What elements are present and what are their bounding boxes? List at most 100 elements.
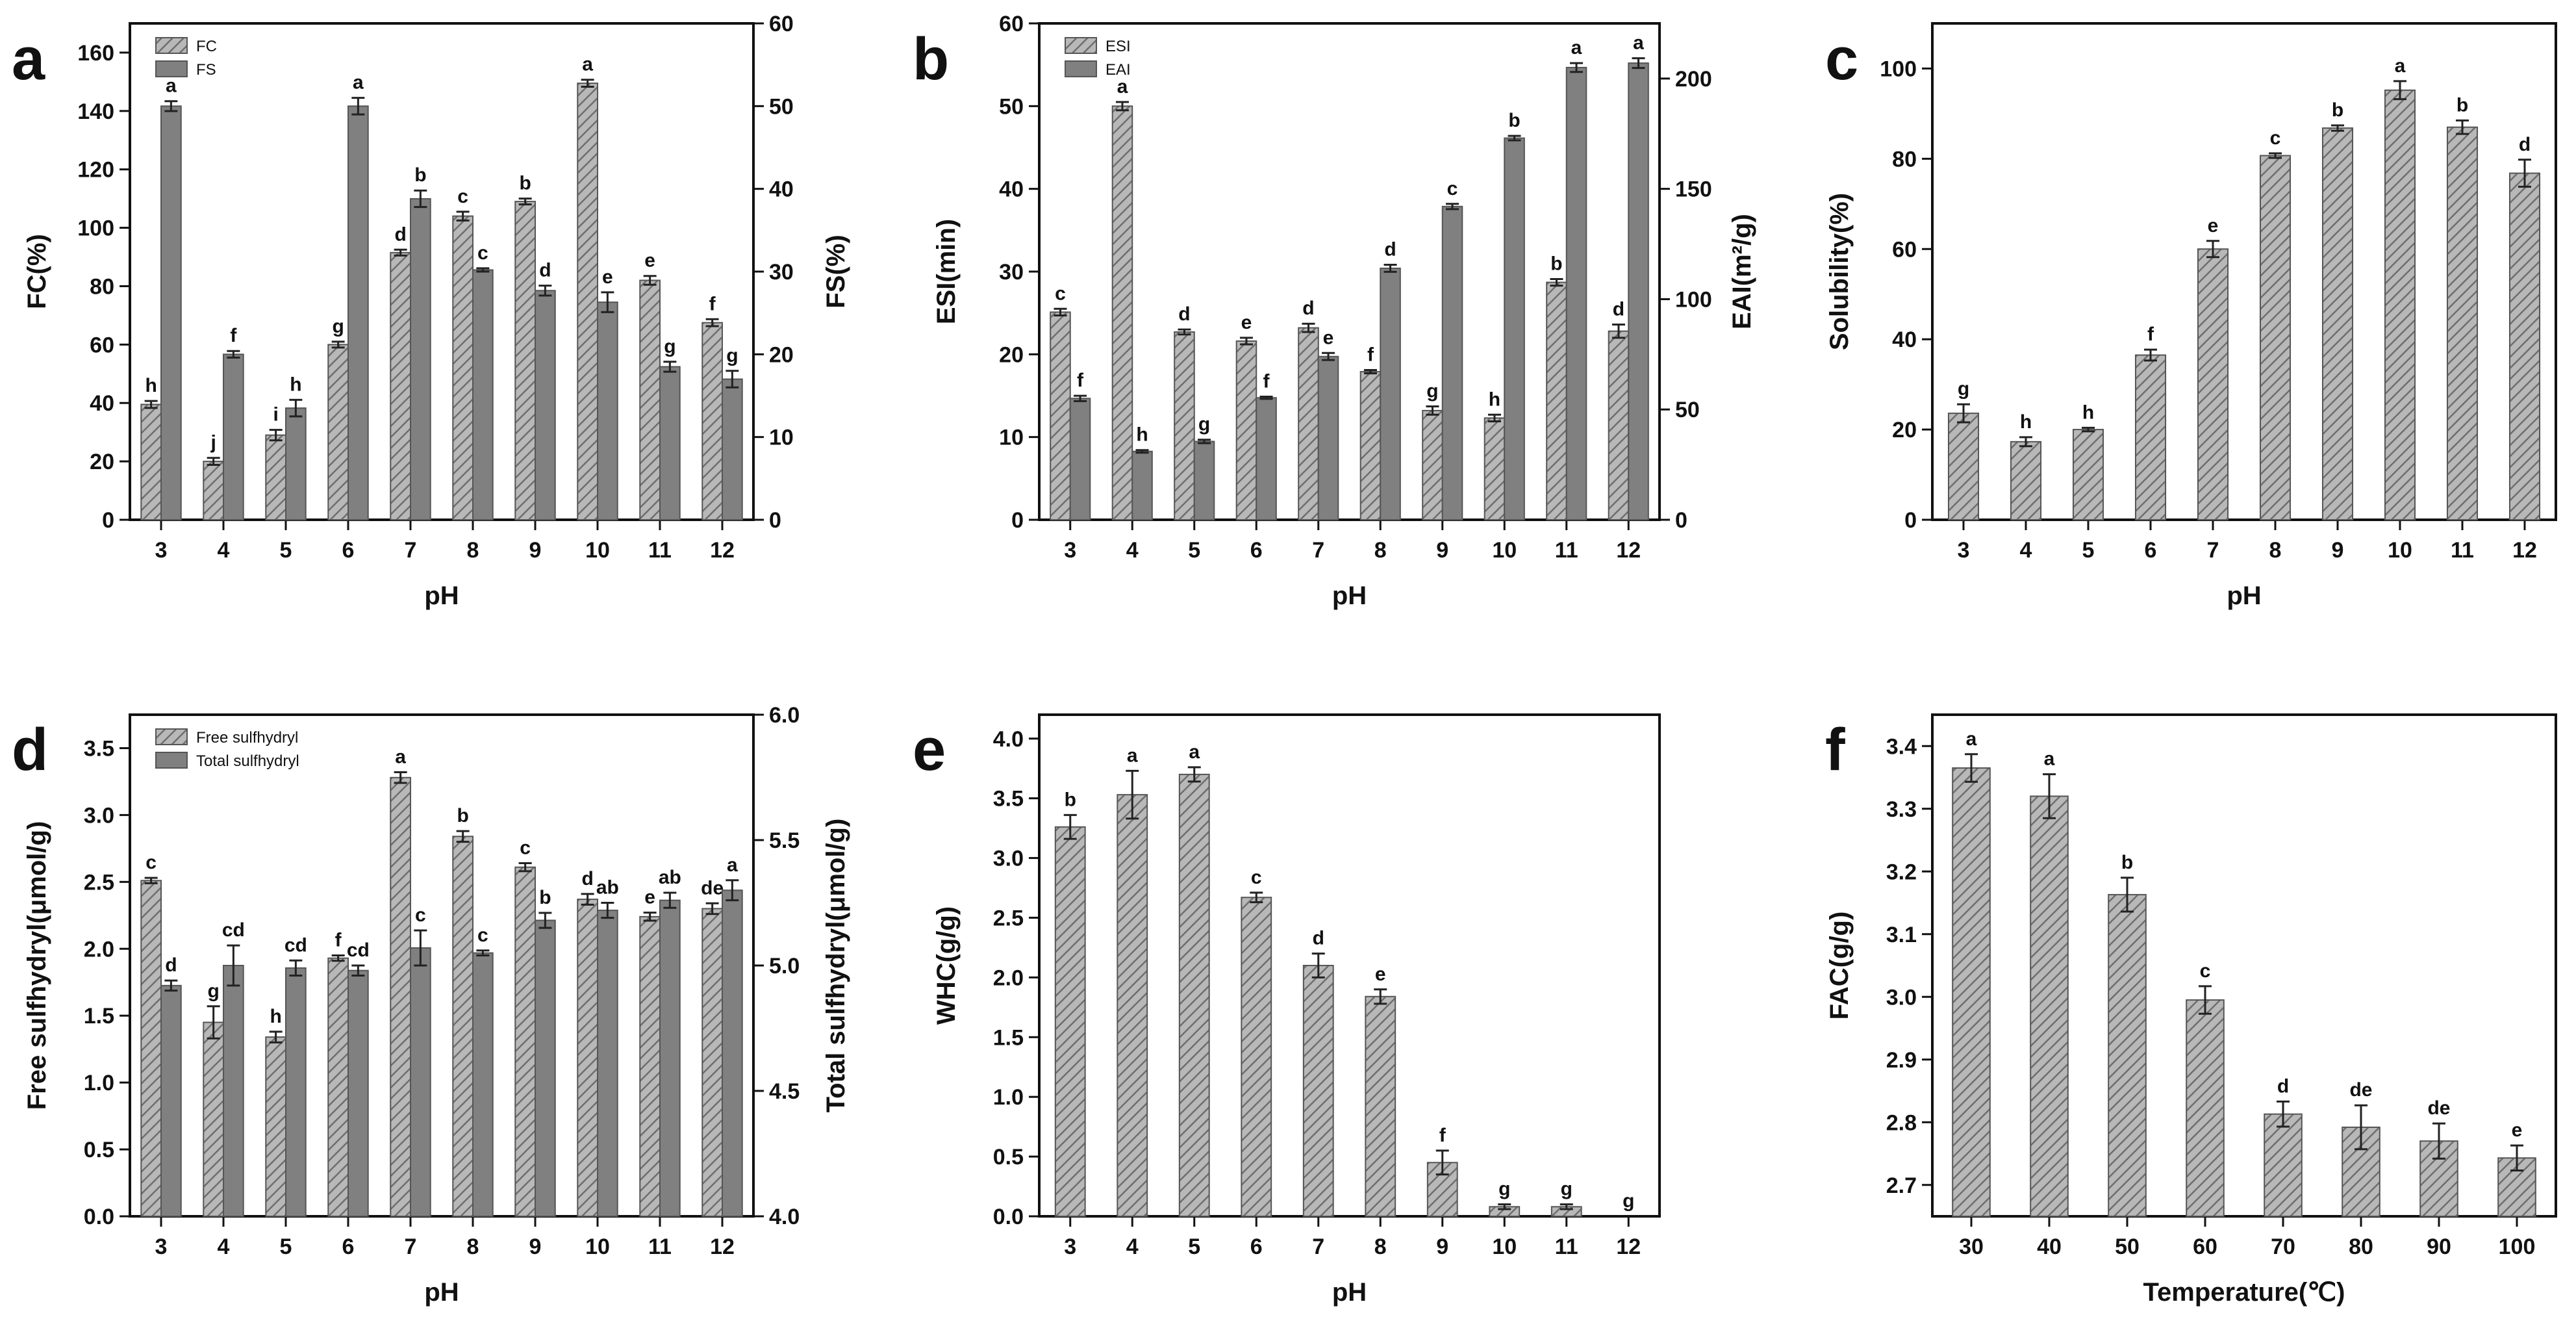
significance-letter: e	[1323, 327, 1334, 348]
significance-letter: a	[1127, 745, 1138, 766]
x-tick-label: 3	[155, 1234, 168, 1259]
bar-fs	[597, 301, 618, 520]
y2-tick-label: 50	[769, 94, 794, 119]
y-tick-label: 160	[77, 41, 114, 66]
significance-letter: a	[353, 72, 364, 94]
x-tick-label: 70	[2271, 1234, 2295, 1259]
y-tick-label: 80	[1892, 147, 1917, 172]
significance-letter: b	[1508, 110, 1520, 131]
x-tick-label: 8	[467, 538, 479, 563]
bar-fc	[452, 215, 474, 520]
significance-letter: b	[457, 805, 468, 826]
significance-letter: d	[581, 868, 593, 889]
bar-eai	[1131, 450, 1153, 521]
bar-value	[2259, 155, 2292, 520]
y-tick-label: 1.0	[993, 1085, 1024, 1110]
x-tick-label: 4	[1126, 538, 1139, 563]
significance-letter: f	[1367, 344, 1374, 366]
x-axis-title: pH	[2227, 582, 2261, 610]
significance-letter: c	[1251, 867, 1262, 888]
x-tick-label: 7	[405, 1234, 417, 1259]
y-tick-label: 3.0	[1886, 985, 1917, 1010]
significance-letter: f	[2147, 324, 2154, 345]
bar-eai	[1317, 355, 1339, 520]
y-axis-title: FC(%)	[23, 234, 51, 309]
x-tick-label: 100	[2499, 1234, 2536, 1259]
y2-tick-label: 60	[769, 12, 794, 36]
significance-letter: d	[2519, 134, 2531, 155]
x-tick-label: 5	[2082, 538, 2095, 563]
significance-letter: h	[1489, 389, 1500, 410]
y-tick-label: 60	[999, 12, 1024, 36]
bar-total-sulfhydryl	[722, 889, 743, 1217]
significance-letter: b	[2456, 94, 2468, 116]
bar-free-sulfhydryl	[639, 915, 661, 1217]
significance-letter: i	[273, 404, 278, 426]
y2-axis-title: FS(%)	[822, 235, 850, 308]
significance-letter: b	[1065, 789, 1076, 810]
y-tick-label: 3.5	[993, 787, 1024, 812]
significance-letter: a	[582, 54, 593, 75]
y-tick-label: 0	[102, 508, 114, 533]
bar-fs	[347, 105, 369, 521]
significance-letter: cd	[347, 940, 370, 961]
significance-letter: d	[1178, 303, 1190, 325]
x-tick-label: 10	[585, 538, 610, 563]
x-tick-label: 60	[2193, 1234, 2217, 1259]
y-tick-label: 2.0	[84, 937, 114, 962]
x-tick-label: 4	[218, 1234, 230, 1259]
significance-letter: ab	[596, 877, 619, 899]
y-tick-label: 30	[999, 260, 1024, 285]
x-tick-label: 6	[342, 538, 355, 563]
y-tick-label: 2.8	[1886, 1110, 1917, 1135]
significance-letter: g	[207, 980, 219, 1002]
y-tick-label: 0.5	[993, 1145, 1024, 1170]
x-axis-title: pH	[424, 1278, 459, 1307]
significance-letter: e	[1241, 312, 1252, 333]
bar-total-sulfhydryl	[535, 919, 556, 1218]
significance-letter: b	[1550, 253, 1562, 274]
legend-label: Total sulfhydryl	[196, 752, 299, 770]
bar-free-sulfhydryl	[390, 776, 412, 1217]
significance-letter: g	[1498, 1179, 1510, 1200]
significance-letter: g	[332, 316, 344, 337]
bar-value	[1054, 826, 1086, 1218]
y-tick-label: 40	[90, 391, 114, 416]
bar-esi	[1111, 105, 1133, 521]
bar-eai	[1441, 205, 1463, 520]
y-tick-label: 140	[77, 99, 114, 124]
bar-fs	[472, 269, 494, 520]
significance-letter: g	[726, 345, 738, 366]
bar-value	[2197, 248, 2229, 520]
bar-value	[1947, 413, 1980, 520]
legend-swatch	[1065, 60, 1097, 77]
legend-swatch	[155, 752, 188, 769]
bar-total-sulfhydryl	[659, 899, 681, 1217]
x-tick-label: 9	[529, 538, 542, 563]
x-tick-label: 3	[155, 538, 168, 563]
x-tick-label: 11	[648, 538, 672, 563]
y2-axis-title: EAI(m²/g)	[1728, 214, 1756, 329]
significance-letter: g	[1561, 1179, 1572, 1200]
significance-letter: a	[1189, 741, 1200, 763]
y-tick-label: 3.2	[1886, 860, 1917, 884]
significance-letter: c	[477, 925, 488, 946]
y2-tick-label: 40	[769, 177, 794, 202]
bar-esi	[1546, 281, 1567, 520]
bar-fs	[722, 378, 743, 520]
x-tick-label: 12	[710, 1234, 735, 1259]
significance-letter: h	[270, 1006, 281, 1027]
significance-letter: g	[1198, 414, 1210, 435]
bar-fs	[535, 290, 556, 520]
plot-frame	[1931, 22, 2557, 521]
panel-f: f 2.7 2.8 2.9 3.0 3.1 3.2 3.3 3.4 30 40 50 60 70 80 90 1…	[1825, 713, 2557, 1307]
bar-total-sulfhydryl	[160, 984, 182, 1217]
bar-free-sulfhydryl	[140, 880, 162, 1217]
y2-tick-label: 4.5	[769, 1079, 800, 1104]
y-tick-label: 2.7	[1886, 1173, 1917, 1198]
significance-letter: e	[1375, 964, 1386, 985]
x-tick-label: 10	[1492, 538, 1517, 563]
bar-esi	[1422, 409, 1443, 520]
panel-b: b 0 10 20 30 40 50 60 0 50 100 150 200 3 4 5 6 7 8 9 10 11 12 c…	[913, 12, 1756, 610]
significance-letter: a	[166, 75, 177, 97]
